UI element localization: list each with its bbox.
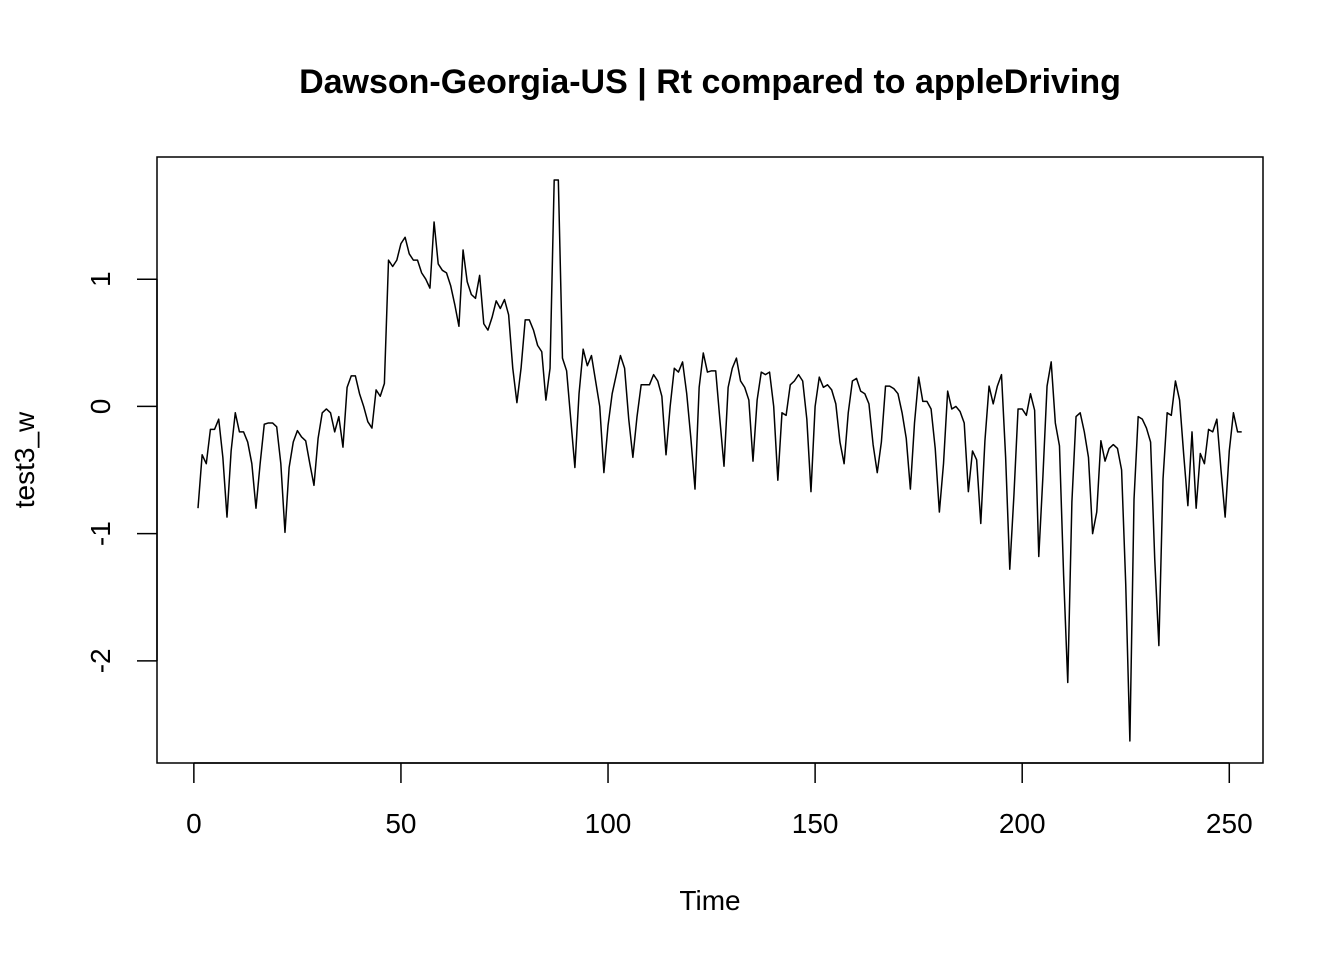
x-tick-label: 200: [999, 808, 1046, 839]
x-tick-label: 250: [1206, 808, 1253, 839]
chart-title: Dawson-Georgia-US | Rt compared to apple…: [299, 63, 1121, 101]
plot-frame: [156, 156, 1264, 764]
x-axis-label: Time: [679, 885, 740, 916]
x-axis: 0 50 100 150 200 250: [186, 762, 1253, 839]
y-tick-label: 0: [85, 399, 116, 415]
y-axis: -2 -1 0 1: [85, 271, 158, 673]
x-tick-label: 50: [385, 808, 416, 839]
x-tick-label: 150: [792, 808, 839, 839]
y-axis-label: test3_w: [9, 411, 40, 508]
y-tick-label: -1: [85, 521, 116, 546]
x-tick-label: 0: [186, 808, 202, 839]
y-tick-label: 1: [85, 271, 116, 287]
x-tick-label: 100: [585, 808, 632, 839]
series-line: [197, 179, 1242, 742]
y-tick-label: -2: [85, 648, 116, 673]
